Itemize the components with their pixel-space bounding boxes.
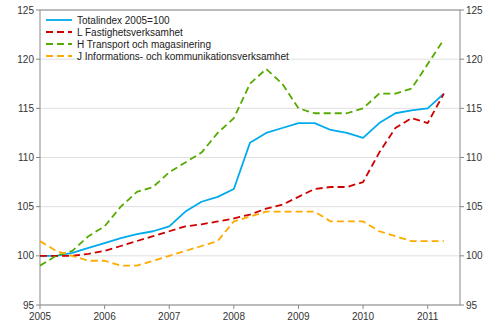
x-tick <box>427 305 428 309</box>
x-tick-label: 2011 <box>417 311 439 322</box>
grid <box>40 10 460 305</box>
y2-tick-label: 95 <box>466 300 478 311</box>
x-tick-label: 2009 <box>287 311 310 322</box>
axes: 2005 2006 2007 2008 2009 2010 2011 95 100 105 110 1… <box>17 5 483 323</box>
y-tick-label: 110 <box>18 152 34 163</box>
legend-label: H Transport och magasinering <box>77 39 211 50</box>
y2-tick <box>460 157 464 158</box>
legend-swatch <box>46 43 72 45</box>
grid-line <box>40 108 460 109</box>
grid-line <box>40 206 460 207</box>
y-tick <box>36 108 40 109</box>
y2-tick-label: 110 <box>466 152 482 163</box>
legend-swatch <box>46 19 72 21</box>
series-line <box>40 40 444 266</box>
y2-tick <box>460 108 464 109</box>
x-tick <box>298 305 299 309</box>
x-tick-label: 2006 <box>93 311 116 322</box>
series-line <box>40 94 444 256</box>
y-tick <box>36 157 40 158</box>
x-tick <box>169 305 170 309</box>
y2-tick <box>460 10 464 11</box>
x-tick-label: 2010 <box>352 311 375 322</box>
y-tick <box>36 206 40 207</box>
x-tick <box>363 305 364 309</box>
y-tick <box>36 59 40 60</box>
x-tick <box>104 305 105 309</box>
y2-tick <box>460 206 464 207</box>
legend-label: L Fastighetsverksamhet <box>77 27 183 38</box>
y-tick <box>36 10 40 11</box>
y-tick-label: 105 <box>17 201 34 212</box>
series-line <box>40 212 444 266</box>
legend-swatch <box>46 31 72 33</box>
legend-label: Totalindex 2005=100 <box>77 15 170 26</box>
legend-swatch <box>46 55 72 57</box>
x-tick-label: 2007 <box>158 311 181 322</box>
y-tick-label: 95 <box>23 300 35 311</box>
y2-tick <box>460 59 464 60</box>
grid-line <box>40 255 460 256</box>
y2-tick-label: 125 <box>466 5 483 16</box>
series-line <box>40 94 444 256</box>
y-tick <box>36 255 40 256</box>
plot-frame <box>40 10 460 305</box>
legend: Totalindex 2005=100L Fastighetsverksamhe… <box>46 15 289 62</box>
chart: 2005 2006 2007 2008 2009 2010 2011 95 100 105 110 1… <box>0 0 500 330</box>
y2-tick-label: 115 <box>466 103 482 114</box>
x-tick <box>40 305 41 309</box>
y2-tick-label: 105 <box>466 201 483 212</box>
grid-line <box>40 157 460 158</box>
legend-label: J Informations- och kommunikationsverksa… <box>77 51 289 62</box>
y-tick-label: 100 <box>17 250 34 261</box>
x-tick-label: 2008 <box>223 311 246 322</box>
series-lines <box>40 40 444 266</box>
y-tick-label: 125 <box>17 5 34 16</box>
y2-tick-label: 120 <box>466 54 483 65</box>
x-tick-label: 2005 <box>29 311 52 322</box>
y-tick-label: 120 <box>17 54 34 65</box>
y-tick-label: 115 <box>18 103 34 114</box>
y-tick <box>36 305 40 306</box>
x-tick <box>233 305 234 309</box>
y2-tick <box>460 255 464 256</box>
y2-tick-label: 100 <box>466 250 483 261</box>
y2-tick <box>460 305 464 306</box>
